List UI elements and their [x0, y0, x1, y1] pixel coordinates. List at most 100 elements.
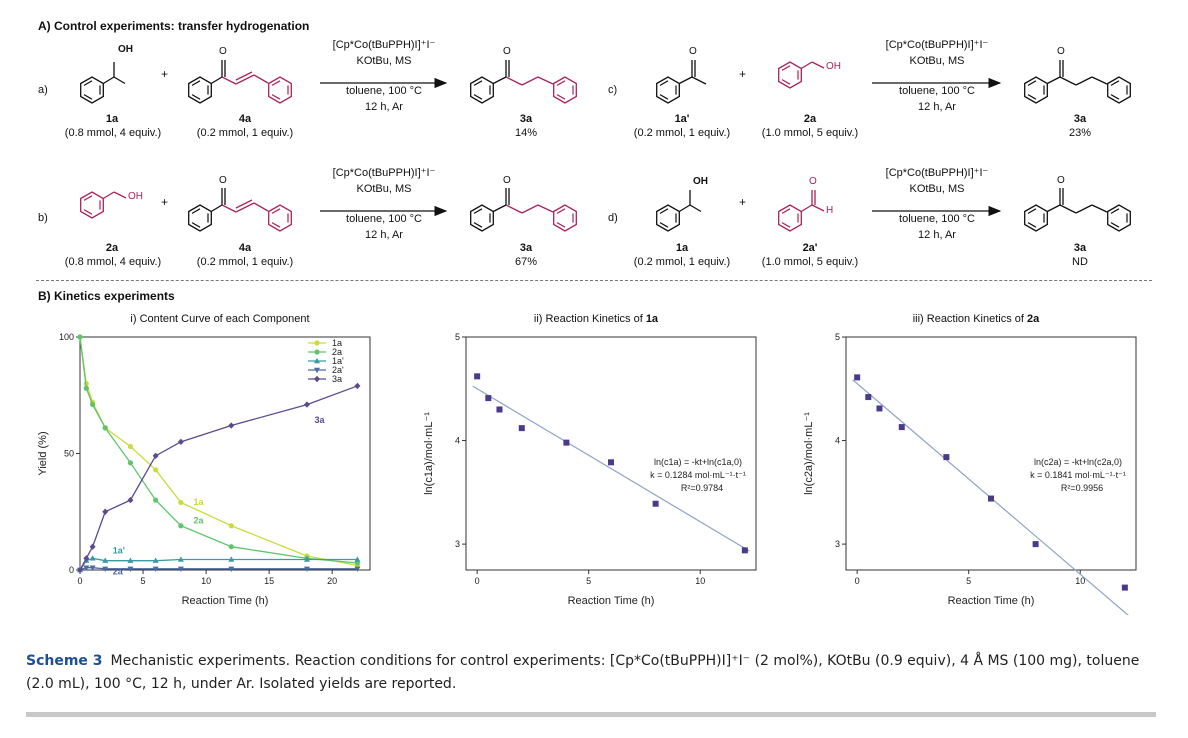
y-tick-label: 3: [455, 539, 460, 549]
compound-name: 1a': [674, 113, 690, 125]
data-point: [152, 452, 159, 460]
data-point: [127, 496, 134, 504]
y-tick-label: 5: [455, 332, 460, 342]
data-point: [89, 565, 96, 571]
r-squared: R²=0.9784: [681, 483, 723, 493]
data-point: [178, 523, 184, 529]
data-point: [127, 460, 134, 466]
series-line: [79, 336, 358, 566]
product-name: 3a: [1073, 113, 1087, 125]
data-point: [102, 557, 109, 563]
series-label: 3a: [315, 415, 326, 425]
data-point: [127, 557, 134, 563]
data-point: [474, 373, 481, 380]
data-point: [77, 334, 83, 340]
fit-equation: ln(c1a) = -kt+ln(c1a,0): [654, 457, 742, 467]
data-point: [303, 566, 310, 573]
compound-name: 2a: [105, 242, 119, 254]
product-yield: 14%: [514, 127, 538, 139]
rate-constant: k = 0.1284 mol·mL⁻¹·t⁻¹: [650, 470, 746, 480]
atom-label-oh: OH: [118, 44, 133, 55]
rate-constant: k = 0.1841 mol·mL⁻¹·t⁻¹: [1030, 470, 1126, 480]
product-name: 3a: [519, 242, 533, 254]
section-b-title: B) Kinetics experiments: [38, 289, 175, 303]
reaction-label-d: d): [608, 212, 618, 224]
kinetics-1a-chart: 0 5 10 3 4 5 Reaction Time (h) ln(c1a)/mol·mL⁻¹…: [423, 332, 757, 607]
molecule-2a-row-c: [778, 61, 825, 89]
compound-amount: (0.2 mmol, 1 equiv.): [196, 127, 294, 139]
series-line: [79, 336, 358, 564]
data-point: [102, 508, 109, 515]
scheme-caption: Scheme 3 Mechanistic experiments. Reactio…: [26, 650, 1166, 696]
reaction-label-c: c): [608, 84, 618, 96]
data-point: [1121, 584, 1128, 591]
plot-frame: [845, 336, 1137, 571]
conditions-d-below: toluene, 100 °C 12 h, Ar: [899, 213, 975, 241]
plus-sign: +: [739, 195, 747, 209]
section-a-title: A) Control experiments: transfer hydroge…: [38, 19, 310, 33]
legend-entry: 2a': [332, 365, 344, 375]
data-point: [354, 556, 361, 562]
molecule-1a-row-a: [80, 62, 126, 104]
series-label: 2a: [193, 515, 204, 525]
compound-amount: (0.8 mmol, 4 equiv.): [64, 127, 162, 139]
atom-label-o: O: [1057, 175, 1065, 186]
data-point: [77, 566, 83, 574]
data-point: [89, 555, 96, 561]
atom-label-o: O: [1057, 46, 1065, 57]
plus-sign: +: [161, 67, 169, 81]
legend-marker: [314, 340, 320, 346]
molecule-4a-row-a: [188, 60, 292, 104]
fit-line: [472, 385, 750, 552]
legend-entry: 3a: [332, 374, 342, 384]
bottom-rule: [26, 712, 1156, 717]
molecule-1a-prime: [656, 60, 707, 104]
molecule-1a-row-d: [656, 190, 702, 232]
compound-name: 1a: [675, 242, 689, 254]
compound-amount: (1.0 mmol, 5 equiv.): [761, 127, 859, 139]
molecule-2a-row-b: [80, 191, 127, 219]
caption-label: Scheme 3: [26, 653, 103, 669]
molecule-4a-row-b: [188, 188, 292, 232]
molecule-3a-row-d: [1024, 188, 1131, 232]
kinetics-2a-chart: 0 5 10 3 4 5 Reaction Time (h) ln(c2a)/mol·mL⁻¹…: [803, 332, 1137, 615]
y-tick-label: 5: [835, 332, 840, 342]
series-line: [79, 567, 358, 571]
product-name: 3a: [519, 113, 533, 125]
product-name: 3a: [1073, 242, 1087, 254]
conditions-b-below: toluene, 100 °C 12 h, Ar: [346, 213, 422, 241]
data-point: [496, 406, 503, 413]
data-point: [177, 566, 184, 573]
data-point: [608, 459, 614, 466]
molecule-3a-row-b: [470, 188, 577, 232]
legend-entry: 1a: [332, 338, 342, 348]
caption-text: Mechanistic experiments. Reaction condit…: [26, 653, 1140, 692]
product-yield: 67%: [514, 256, 538, 268]
data-point: [876, 405, 883, 412]
reaction-label-b: b): [38, 212, 48, 224]
data-point: [177, 556, 184, 562]
data-point: [153, 497, 159, 503]
plus-sign: +: [739, 67, 747, 81]
conditions-c-below: toluene, 100 °C 12 h, Ar: [899, 85, 975, 113]
compound-amount: (0.8 mmol, 4 equiv.): [64, 256, 162, 268]
y-tick-label: 3: [835, 539, 840, 549]
compound-name: 1a: [105, 113, 119, 125]
x-tick-label: 20: [327, 576, 337, 586]
data-point: [83, 565, 90, 571]
x-tick-label: 5: [141, 576, 146, 586]
x-axis-label: Reaction Time (h): [948, 595, 1035, 607]
conditions-a-below: toluene, 100 °C 12 h, Ar: [346, 85, 422, 113]
molecule-3a-row-c: [1024, 60, 1131, 104]
data-point: [90, 401, 96, 408]
conditions-a: [Cp*Co(tBuPPH)I]⁺I⁻ KOtBu, MS: [332, 39, 436, 67]
molecule-3a-row-a: [470, 60, 577, 104]
x-axis-label: Reaction Time (h): [568, 595, 655, 607]
series-label: 1a': [113, 546, 125, 556]
compound-name: 2a': [802, 242, 818, 254]
data-point: [102, 425, 108, 431]
atom-label-o: O: [219, 46, 227, 57]
data-point: [1032, 541, 1039, 548]
section-divider: [36, 280, 1152, 281]
series-line: [79, 385, 358, 571]
